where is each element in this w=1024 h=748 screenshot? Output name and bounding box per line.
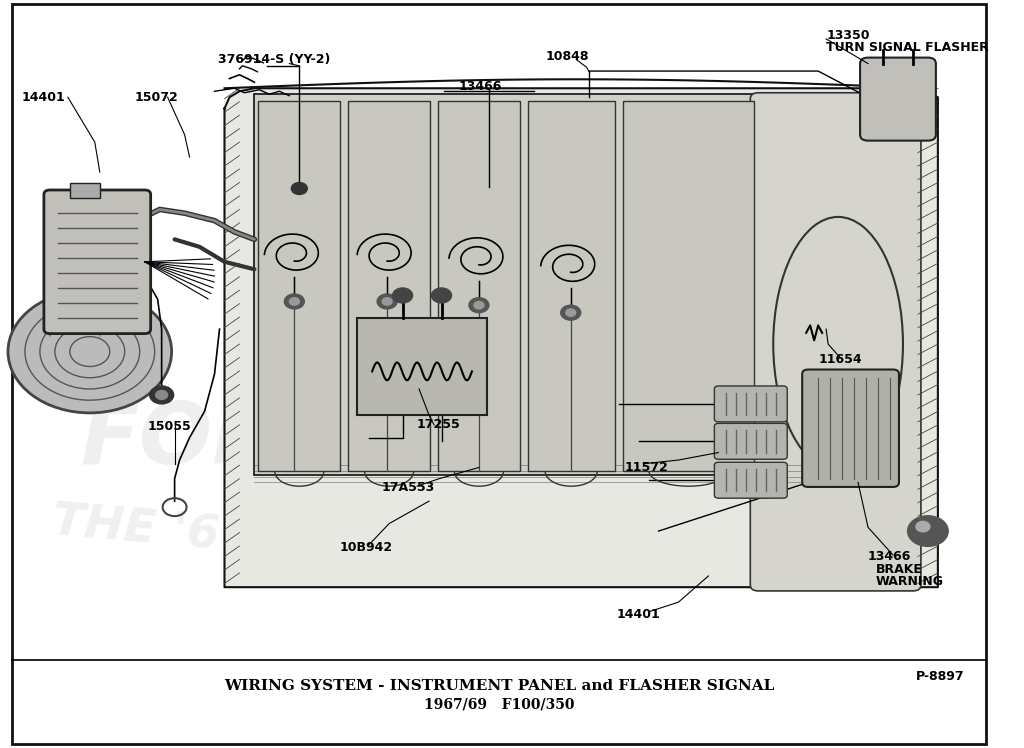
Text: 14401: 14401 [616, 608, 660, 622]
Text: WARNING: WARNING [876, 575, 944, 589]
Bar [254, 94, 759, 475]
FancyBboxPatch shape [44, 190, 151, 334]
Text: FORD: FORD [80, 399, 350, 482]
Circle shape [908, 516, 948, 546]
Bar [357, 318, 486, 415]
Polygon shape [224, 88, 938, 587]
Circle shape [285, 294, 304, 309]
Circle shape [150, 386, 174, 404]
Text: 13350: 13350 [826, 29, 869, 43]
Circle shape [474, 301, 484, 309]
Text: 13466: 13466 [459, 79, 503, 93]
Bar [623, 101, 755, 471]
FancyBboxPatch shape [715, 386, 787, 422]
Text: BRAKE: BRAKE [876, 563, 923, 577]
Bar [348, 101, 430, 471]
Text: fordtruckresource.com: fordtruckresource.com [349, 332, 595, 438]
Text: 1967/69   F100/350: 1967/69 F100/350 [424, 698, 574, 711]
Text: 10B942: 10B942 [339, 541, 392, 554]
Text: 17A553: 17A553 [381, 481, 434, 494]
Circle shape [156, 390, 168, 399]
Circle shape [290, 298, 299, 305]
Text: 11572: 11572 [625, 461, 669, 474]
Text: P-8897: P-8897 [915, 670, 965, 684]
Circle shape [8, 290, 172, 413]
Text: 13466: 13466 [868, 550, 911, 563]
Circle shape [915, 521, 930, 532]
Text: 11654: 11654 [818, 352, 862, 366]
Circle shape [431, 288, 452, 303]
FancyBboxPatch shape [860, 58, 936, 141]
Circle shape [392, 288, 413, 303]
Text: 14401: 14401 [22, 91, 66, 104]
Circle shape [469, 298, 488, 313]
Text: 376914-S (YY-2): 376914-S (YY-2) [217, 53, 330, 67]
Circle shape [292, 183, 307, 194]
FancyBboxPatch shape [715, 462, 787, 498]
Text: WIRING SYSTEM - INSTRUMENT PANEL and FLASHER SIGNAL: WIRING SYSTEM - INSTRUMENT PANEL and FLA… [223, 679, 774, 693]
Text: 15072: 15072 [135, 91, 178, 104]
Circle shape [561, 305, 581, 320]
FancyBboxPatch shape [715, 423, 787, 459]
FancyBboxPatch shape [802, 370, 899, 487]
Text: 17255: 17255 [417, 418, 461, 432]
Bar [527, 101, 614, 471]
FancyBboxPatch shape [751, 93, 921, 591]
Circle shape [382, 298, 392, 305]
Text: 15055: 15055 [147, 420, 191, 433]
Bar [258, 101, 340, 471]
Circle shape [377, 294, 397, 309]
Circle shape [565, 309, 575, 316]
Text: TURN SIGNAL FLASHER: TURN SIGNAL FLASHER [826, 41, 989, 55]
Bar [438, 101, 520, 471]
Text: 10848: 10848 [546, 49, 589, 63]
Text: THE '67-'72: THE '67-'72 [50, 500, 353, 571]
Bar [70, 183, 99, 198]
